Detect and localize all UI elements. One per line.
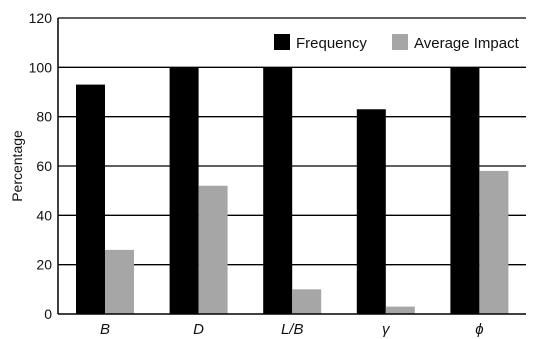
y-tick-label: 20: [36, 257, 52, 273]
bar-average-impact: [479, 170, 509, 314]
bar-frequency: [76, 84, 105, 314]
bar-average-impact: [198, 185, 228, 314]
x-tick-labels: B D L/B γ ϕ: [100, 321, 484, 338]
x-tick-label: ϕ: [475, 321, 483, 338]
y-tick-label: 120: [29, 10, 53, 26]
y-tick-label: 60: [36, 158, 52, 174]
y-tick-label: 80: [36, 109, 52, 125]
y-tick-label: 40: [36, 207, 52, 223]
legend-label-frequency: Frequency: [296, 35, 367, 52]
y-tick-label: 0: [44, 306, 52, 322]
bar-frequency: [263, 67, 293, 314]
legend-swatch-average-impact: [392, 34, 408, 50]
bar-average-impact: [385, 306, 415, 314]
legend-label-average-impact: Average Impact: [414, 35, 520, 52]
x-tick-label: D: [193, 321, 204, 338]
legend: Frequency Average Impact: [274, 34, 520, 52]
y-axis-label: Percentage: [9, 130, 25, 202]
x-tick-label: B: [100, 321, 110, 338]
x-tick-label: L/B: [281, 321, 304, 338]
bar-frequency: [169, 67, 199, 314]
y-tick-labels: 0 20 40 60 80 100 120: [29, 10, 53, 322]
bars: [76, 67, 509, 315]
legend-swatch-frequency: [274, 34, 290, 50]
axes: [57, 18, 526, 315]
y-tick-label: 100: [29, 59, 53, 75]
bar-frequency: [356, 109, 386, 315]
bar-average-impact: [292, 289, 322, 314]
bar-frequency: [450, 67, 480, 314]
x-tick-label: γ: [382, 321, 391, 338]
bar-average-impact: [105, 249, 134, 314]
